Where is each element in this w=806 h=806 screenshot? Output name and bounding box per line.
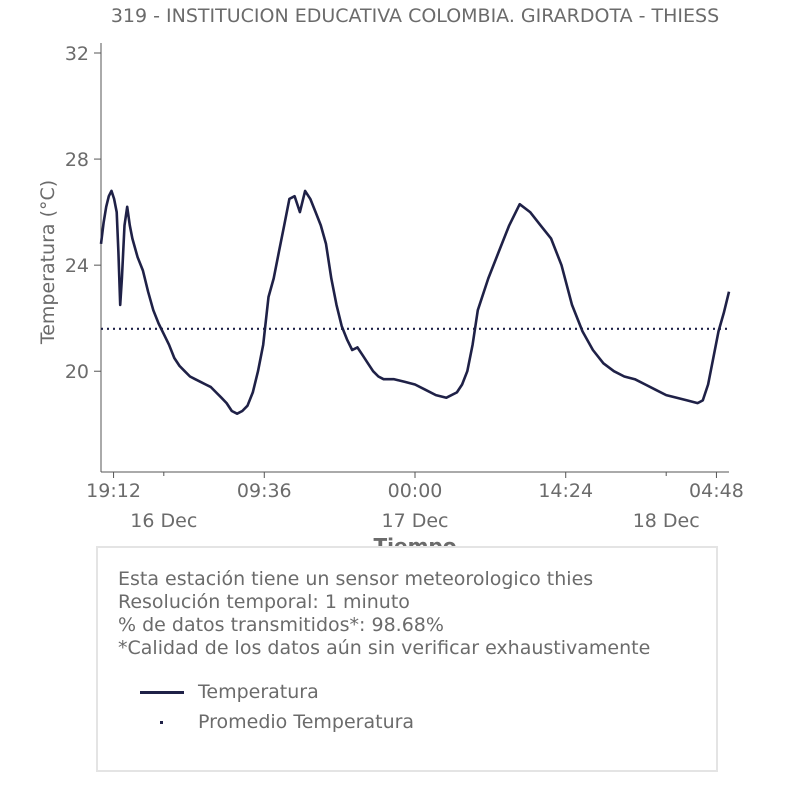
dotted-line-swatch-icon	[140, 710, 184, 734]
y-tick-label: 24	[65, 255, 89, 277]
info-line-transmitted: % de datos transmitidos*: 98.68%	[118, 614, 444, 636]
x-tick-label: 19:12	[86, 480, 141, 502]
info-line-quality-note: *Calidad de los datos aún sin verificar …	[118, 637, 651, 659]
x-axis-label: Tiempo	[374, 534, 457, 546]
y-tick-label: 28	[65, 149, 89, 171]
y-axis-label: Temperatura (°C)	[37, 180, 59, 345]
x-date-label: 18 Dec	[633, 510, 700, 532]
x-tick-label: 04:48	[689, 480, 744, 502]
x-tick-label: 09:36	[237, 480, 292, 502]
y-tick-label: 32	[65, 43, 89, 65]
x-date-label: 17 Dec	[382, 510, 449, 532]
info-line-resolution: Resolución temporal: 1 minuto	[118, 591, 410, 613]
legend-item-promedio: Promedio Temperatura	[140, 710, 414, 734]
y-tick-label: 20	[65, 361, 89, 383]
temperature-chart: 319 - INSTITUCION EDUCATIVA COLOMBIA. GI…	[37, 5, 744, 546]
info-line-station: Esta estación tiene un sensor meteorolog…	[118, 568, 594, 590]
x-tick-label: 14:24	[538, 480, 593, 502]
chart-title: 319 - INSTITUCION EDUCATIVA COLOMBIA. GI…	[111, 5, 719, 27]
info-box: Esta estación tiene un sensor meteorolog…	[96, 546, 718, 772]
legend-label: Temperatura	[198, 681, 319, 703]
solid-line-swatch-icon	[140, 680, 184, 704]
x-tick-label: 00:00	[388, 480, 443, 502]
x-date-label: 16 Dec	[130, 510, 197, 532]
legend-item-temperatura: Temperatura	[140, 680, 319, 704]
info-lines: Esta estación tiene un sensor meteorolog…	[118, 568, 650, 660]
legend-label: Promedio Temperatura	[198, 711, 415, 733]
temperature-series-line	[99, 189, 731, 415]
